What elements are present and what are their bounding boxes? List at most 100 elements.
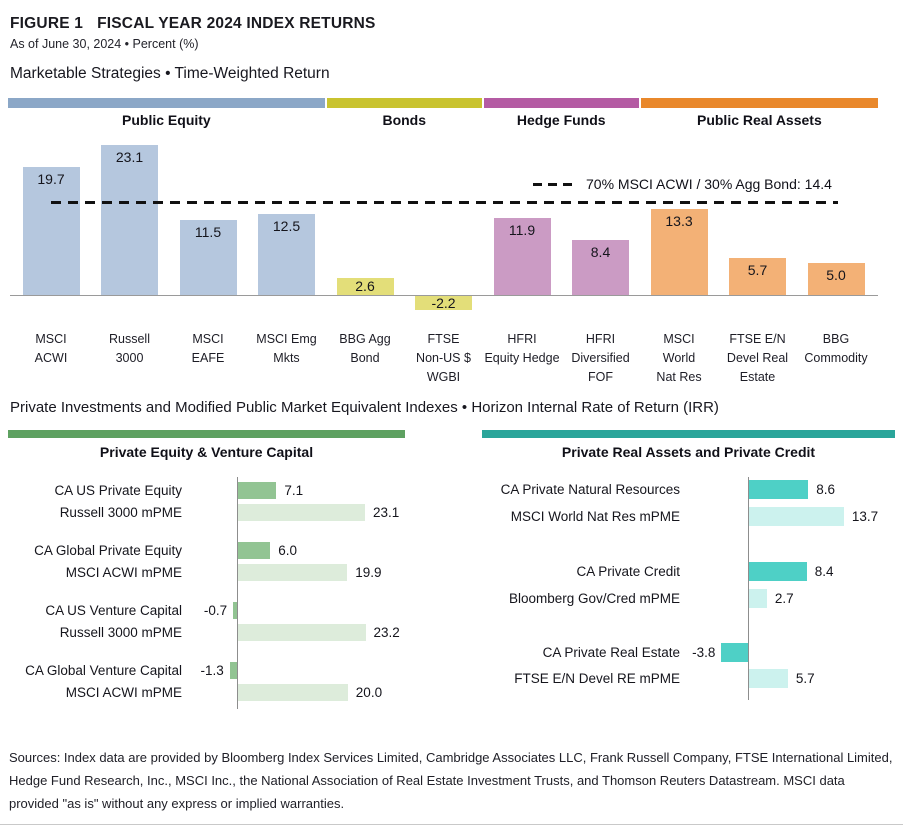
figure-title: FIGURE 1 FISCAL YEAR 2024 INDEX RETURNS	[10, 15, 376, 33]
bar-value-label: 5.0	[826, 266, 846, 283]
bar	[101, 145, 158, 295]
x-axis-label: MSCI ACWI	[34, 332, 68, 365]
x-axis-label: Russell 3000	[109, 332, 150, 365]
h-bar-value: 23.1	[372, 505, 400, 520]
bar-value-label: 8.4	[590, 244, 611, 261]
row-label: MSCI ACWI mPME	[65, 565, 182, 580]
figure-label: FIGURE 1	[10, 15, 84, 32]
h-bar-value: 23.2	[373, 625, 400, 640]
x-axis-label: FTSE E/N Devel Real Estate	[726, 332, 789, 384]
h-bar-value: -3.8	[692, 645, 716, 660]
marketable-section-title: Marketable Strategies • Time-Weighted Re…	[10, 65, 330, 82]
benchmark-dash-swatch	[533, 182, 577, 186]
bar	[415, 296, 472, 311]
category-strip-segment	[640, 98, 878, 108]
h-bar	[721, 643, 748, 662]
bar	[650, 208, 708, 295]
bar	[179, 220, 237, 295]
h-bar-value: 7.1	[284, 483, 304, 498]
marketable-bar-chart: Public Equity Bonds Hedge Funds Public Real…	[0, 98, 903, 398]
h-bar	[237, 482, 277, 499]
pe-vc-chart-title: Private Equity & Venture Capital	[99, 444, 314, 460]
bar-value-label: 2.6	[355, 278, 375, 295]
category-strip-segment	[8, 98, 325, 108]
bar	[336, 278, 394, 295]
pe-vc-chart: CA US Private Equity 7.1 Russell 3000 mPME…	[0, 465, 460, 720]
h-bar-value: 20.0	[355, 685, 383, 700]
category-label: Public Equity	[122, 112, 211, 128]
h-bar	[233, 602, 237, 619]
row-label: FTSE E/N Devel RE mPME	[514, 671, 680, 686]
row-label: MSCI ACWI mPME	[65, 685, 182, 700]
h-bar-value: 19.9	[355, 565, 382, 580]
h-bar	[748, 507, 844, 526]
bar-value-label: 23.1	[115, 149, 144, 166]
row-label: CA Private Real Estate	[542, 645, 680, 660]
h-bar-value: 8.4	[814, 564, 834, 579]
bar	[258, 213, 315, 295]
h-bar	[748, 589, 767, 608]
category-label: Public Real Assets	[696, 112, 822, 128]
h-bar-value: 6.0	[278, 543, 298, 558]
row-label: CA Global Venture Capital	[25, 663, 182, 678]
bar-value-label: 13.3	[665, 212, 693, 229]
sources-text: Sources: Index data are provided by Bloo…	[9, 750, 893, 812]
row-label: CA Global Private Equity	[34, 543, 182, 558]
h-bar	[237, 624, 366, 641]
bar	[807, 262, 865, 295]
x-axis-label: MSCI Emg Mkts	[256, 332, 317, 365]
x-axis-label: FTSE Non-US $ WGBI	[416, 332, 471, 384]
bar	[729, 258, 786, 295]
row-label: CA US Venture Capital	[45, 603, 182, 618]
h-bar	[748, 562, 807, 581]
pe-vc-header-strip	[8, 430, 405, 438]
x-axis-label: MSCI EAFE	[191, 332, 225, 365]
row-label: CA Private Credit	[576, 564, 680, 579]
row-label: CA US Private Equity	[54, 483, 182, 498]
bar-value-label: -2.2	[431, 295, 456, 311]
bar-value-label: 12.5	[272, 217, 301, 234]
bar-value-label: 19.7	[37, 171, 65, 188]
category-strip-segment	[483, 98, 639, 108]
bar-value-label: 5.7	[747, 262, 768, 278]
benchmark-legend: 70% MSCI ACWI / 30% Agg Bond: 14.4	[533, 174, 832, 194]
row-label: CA Private Natural Resources	[500, 482, 680, 497]
bar	[493, 217, 551, 295]
h-bar-value: -1.3	[200, 663, 224, 678]
pra-pc-header-strip	[482, 430, 895, 438]
row-label: Russell 3000 mPME	[59, 505, 182, 520]
bar	[572, 240, 629, 295]
h-bar	[237, 542, 271, 559]
private-section-title: Private Investments and Modified Public …	[10, 399, 719, 416]
x-axis-label: MSCI World Nat Res	[656, 332, 702, 384]
row-label: Bloomberg Gov/Cred mPME	[508, 591, 680, 606]
h-bar-value: 5.7	[795, 671, 815, 686]
h-bar-value: 8.6	[816, 482, 835, 497]
x-axis-label: BBG Agg Bond	[339, 332, 391, 365]
row-label: MSCI World Nat Res mPME	[510, 509, 680, 524]
bar-value-label: 11.9	[508, 221, 536, 238]
value-axis-line	[748, 477, 749, 700]
figure-subtitle: As of June 30, 2024 • Percent (%)	[10, 37, 199, 51]
h-bar-value: 2.7	[774, 591, 794, 606]
h-bar	[237, 684, 348, 701]
h-bar	[237, 504, 365, 521]
bar	[22, 167, 80, 295]
category-label: Bonds	[382, 112, 427, 128]
h-bar	[237, 564, 348, 581]
pra-pc-chart: CA Private Natural Resources 8.6 MSCI Worl…	[455, 465, 903, 715]
category-strip-segment	[326, 98, 482, 108]
h-bar-value: 13.7	[851, 509, 879, 524]
h-bar-value: -0.7	[203, 603, 228, 618]
category-label: Hedge Funds	[516, 112, 606, 128]
h-bar	[748, 480, 809, 499]
x-axis-label: HFRI Equity Hedge	[484, 332, 560, 365]
h-bar	[229, 662, 237, 679]
x-axis-label: BBG Commodity	[804, 332, 868, 365]
row-label: Russell 3000 mPME	[59, 625, 182, 640]
bar-value-label: 11.5	[194, 224, 222, 241]
figure-title-text: FISCAL YEAR 2024 INDEX RETURNS	[97, 15, 376, 32]
h-bar	[748, 669, 788, 688]
x-axis-label: HFRI Diversified FOF	[571, 332, 630, 384]
